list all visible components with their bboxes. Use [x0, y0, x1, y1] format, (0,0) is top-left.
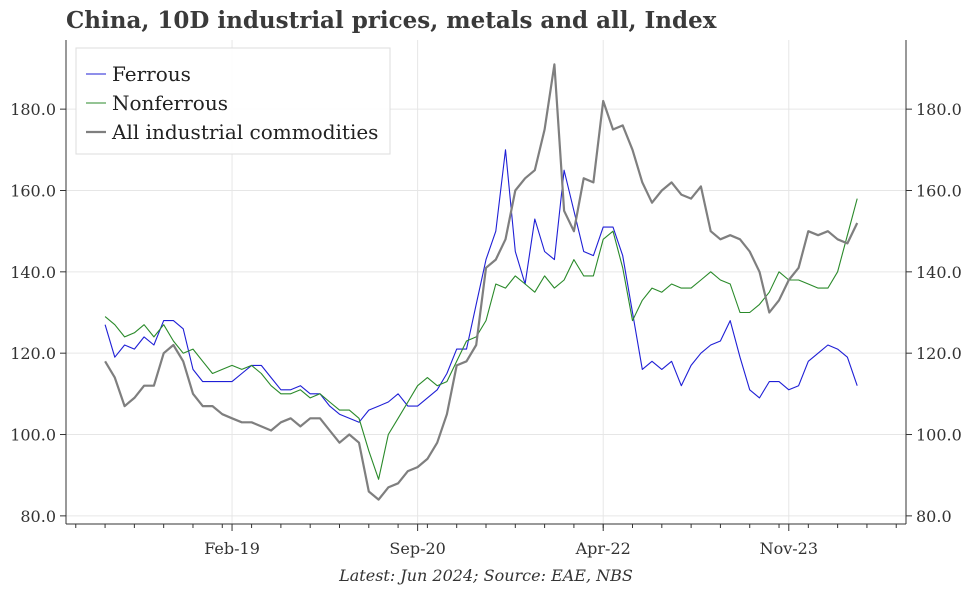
- y-tick-label-left: 100.0: [10, 426, 56, 445]
- y-tick-label-right: 120.0: [916, 344, 962, 363]
- axes: 80.0 80.0 100.0 100.0 120.0 120.0 140.0 140.0 16…: [10, 40, 962, 558]
- legend-label-all-industrial-commodities: All industrial commodities: [111, 120, 378, 144]
- x-tick-label: Nov-23: [760, 539, 818, 558]
- legend-label-ferrous: Ferrous: [112, 62, 191, 86]
- legend: Ferrous Nonferrous All industrial commodit…: [75, 47, 391, 155]
- y-tick-label-right: 160.0: [916, 181, 962, 200]
- x-tick-label: Sep-20: [389, 539, 445, 558]
- legend-box: [75, 47, 391, 155]
- x-tick-label: Apr-22: [575, 539, 631, 558]
- y-tick-label-right: 180.0: [916, 100, 962, 119]
- y-tick-label-left: 180.0: [10, 100, 56, 119]
- y-tick-label-left: 160.0: [10, 181, 56, 200]
- legend-label-nonferrous: Nonferrous: [112, 91, 228, 115]
- series-line-all-industrial-commodities: [104, 63, 859, 501]
- chart-title: China, 10D industrial prices, metals and…: [66, 7, 717, 34]
- x-tick-label: Feb-19: [204, 539, 260, 558]
- y-tick-label-right: 140.0: [916, 263, 962, 282]
- y-tick-label-left: 120.0: [10, 344, 56, 363]
- y-tick-label-left: 140.0: [10, 263, 56, 282]
- y-tick-label-right: 100.0: [916, 426, 962, 445]
- series-line-ferrous: [104, 149, 858, 423]
- series-line-nonferrous: [104, 198, 858, 480]
- y-tick-label-right: 80.0: [916, 507, 952, 526]
- y-tick-label-left: 80.0: [20, 507, 56, 526]
- series-lines: [104, 63, 859, 501]
- source-note: Latest: Jun 2024; Source: EAE, NBS: [339, 566, 633, 585]
